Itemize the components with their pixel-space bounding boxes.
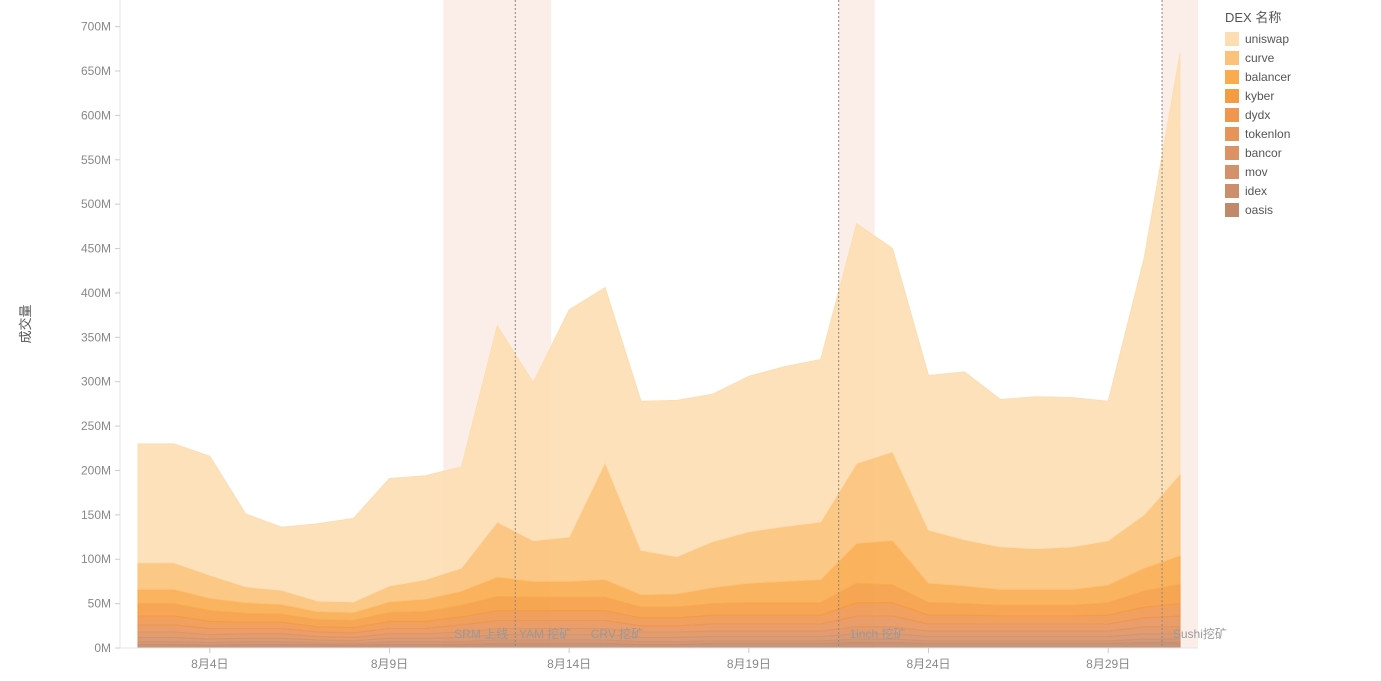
legend-swatch [1225, 184, 1239, 198]
y-tick-label: 600M [81, 108, 111, 122]
y-tick-label: 500M [81, 197, 111, 211]
y-tick-label: 250M [81, 419, 111, 433]
x-tick-label: 8月14日 [547, 657, 591, 671]
legend-label: tokenlon [1245, 127, 1290, 141]
y-tick-label: 100M [81, 552, 111, 566]
area-series-group [138, 53, 1180, 648]
y-tick-label: 200M [81, 463, 111, 477]
event-label: CRV 挖矿 [591, 626, 643, 641]
event-label: 1inch 挖矿 [849, 626, 905, 641]
legend-item[interactable]: balancer [1225, 70, 1291, 84]
legend-item[interactable]: mov [1225, 165, 1268, 179]
x-tick-label: 8月24日 [906, 657, 950, 671]
stacked-area-chart: 0M 50M 100M 150M 200M 250M 300M 350M 400M 450M 500… [0, 0, 1381, 681]
y-tick-label: 650M [81, 64, 111, 78]
area-uniswap[interactable] [138, 53, 1180, 602]
event-label: SRM 上线 [454, 627, 508, 641]
y-tick-label: 450M [81, 242, 111, 256]
legend-item[interactable]: uniswap [1225, 32, 1289, 46]
event-label: YAM 挖矿 [519, 626, 571, 641]
legend-label: kyber [1245, 89, 1274, 103]
y-tick-label: 300M [81, 375, 111, 389]
legend-item[interactable]: kyber [1225, 89, 1274, 103]
event-label: Sushi挖矿 [1173, 626, 1227, 641]
legend-item[interactable]: idex [1225, 184, 1267, 198]
legend-label: idex [1245, 184, 1267, 198]
x-tick-label: 8月4日 [191, 657, 228, 671]
legend-swatch [1225, 70, 1239, 84]
y-tick-label: 400M [81, 286, 111, 300]
legend-label: curve [1245, 51, 1275, 65]
legend-swatch [1225, 89, 1239, 103]
legend-swatch [1225, 32, 1239, 46]
legend-label: mov [1245, 165, 1268, 179]
y-tick-label: 0M [94, 641, 111, 655]
y-tick-label: 50M [88, 597, 111, 611]
legend-swatch [1225, 146, 1239, 160]
legend-label: dydx [1245, 108, 1270, 122]
y-axis-title: 成交量 [18, 304, 33, 343]
legend-item[interactable]: oasis [1225, 203, 1273, 217]
legend: DEX 名称 uniswap curve balancer kyber dydx token… [1225, 10, 1291, 217]
y-tick-label: 550M [81, 153, 111, 167]
legend-title: DEX 名称 [1225, 10, 1281, 25]
legend-item[interactable]: dydx [1225, 108, 1270, 122]
legend-swatch [1225, 127, 1239, 141]
legend-swatch [1225, 51, 1239, 65]
x-tick-label: 8月29日 [1086, 657, 1130, 671]
y-tick-label: 150M [81, 508, 111, 522]
legend-swatch [1225, 165, 1239, 179]
legend-item[interactable]: curve [1225, 51, 1275, 65]
legend-label: uniswap [1245, 32, 1289, 46]
legend-swatch [1225, 203, 1239, 217]
legend-item[interactable]: tokenlon [1225, 127, 1290, 141]
x-tick-label: 8月19日 [727, 657, 771, 671]
legend-label: bancor [1245, 146, 1282, 160]
y-tick-label: 350M [81, 330, 111, 344]
y-tick-label: 700M [81, 20, 111, 34]
legend-swatch [1225, 108, 1239, 122]
legend-item[interactable]: bancor [1225, 146, 1282, 160]
legend-label: balancer [1245, 70, 1291, 84]
x-tick-label: 8月9日 [371, 657, 408, 671]
legend-label: oasis [1245, 203, 1273, 217]
